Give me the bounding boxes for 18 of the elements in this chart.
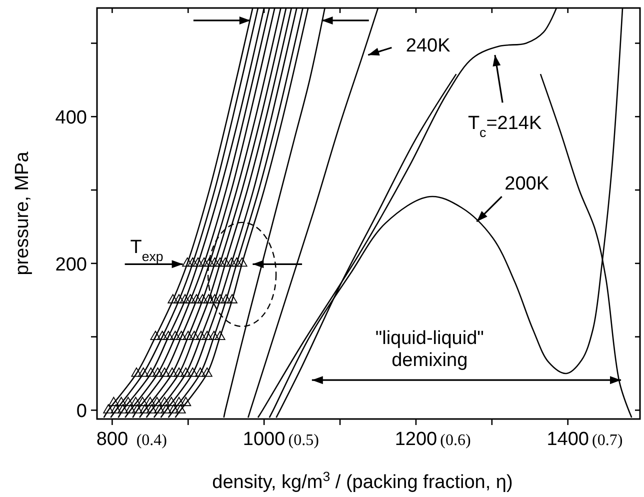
- annotation: 240K: [406, 36, 451, 57]
- x-tick-label: 1000: [242, 429, 286, 450]
- y-tick-label: 200: [55, 254, 87, 276]
- x2-tick-label: (0.6): [440, 432, 471, 449]
- x2-tick-label: (0.4): [136, 432, 168, 449]
- x-axis-title: density, kg/m$^{3}$ / (packing fraction, η): [212, 468, 513, 493]
- annotation: T$_{exp}$: [130, 237, 164, 264]
- y-tick-label: 0: [76, 401, 87, 422]
- y-axis-title: pressure, MPa: [12, 151, 33, 276]
- x-tick-label: 1200: [394, 429, 438, 450]
- x-tick-label: 1400: [546, 429, 589, 450]
- y-tick-label: 400: [55, 108, 87, 129]
- annotation: "liquid-liquid" demixing: [375, 328, 484, 371]
- annotation: T$_{c}$=214K: [468, 112, 542, 140]
- x2-tick-label: (0.5): [288, 432, 319, 449]
- x2-tick-label: (0.7): [592, 432, 623, 449]
- annotation: 200K: [504, 174, 550, 195]
- x-tick-label: 800: [96, 429, 128, 450]
